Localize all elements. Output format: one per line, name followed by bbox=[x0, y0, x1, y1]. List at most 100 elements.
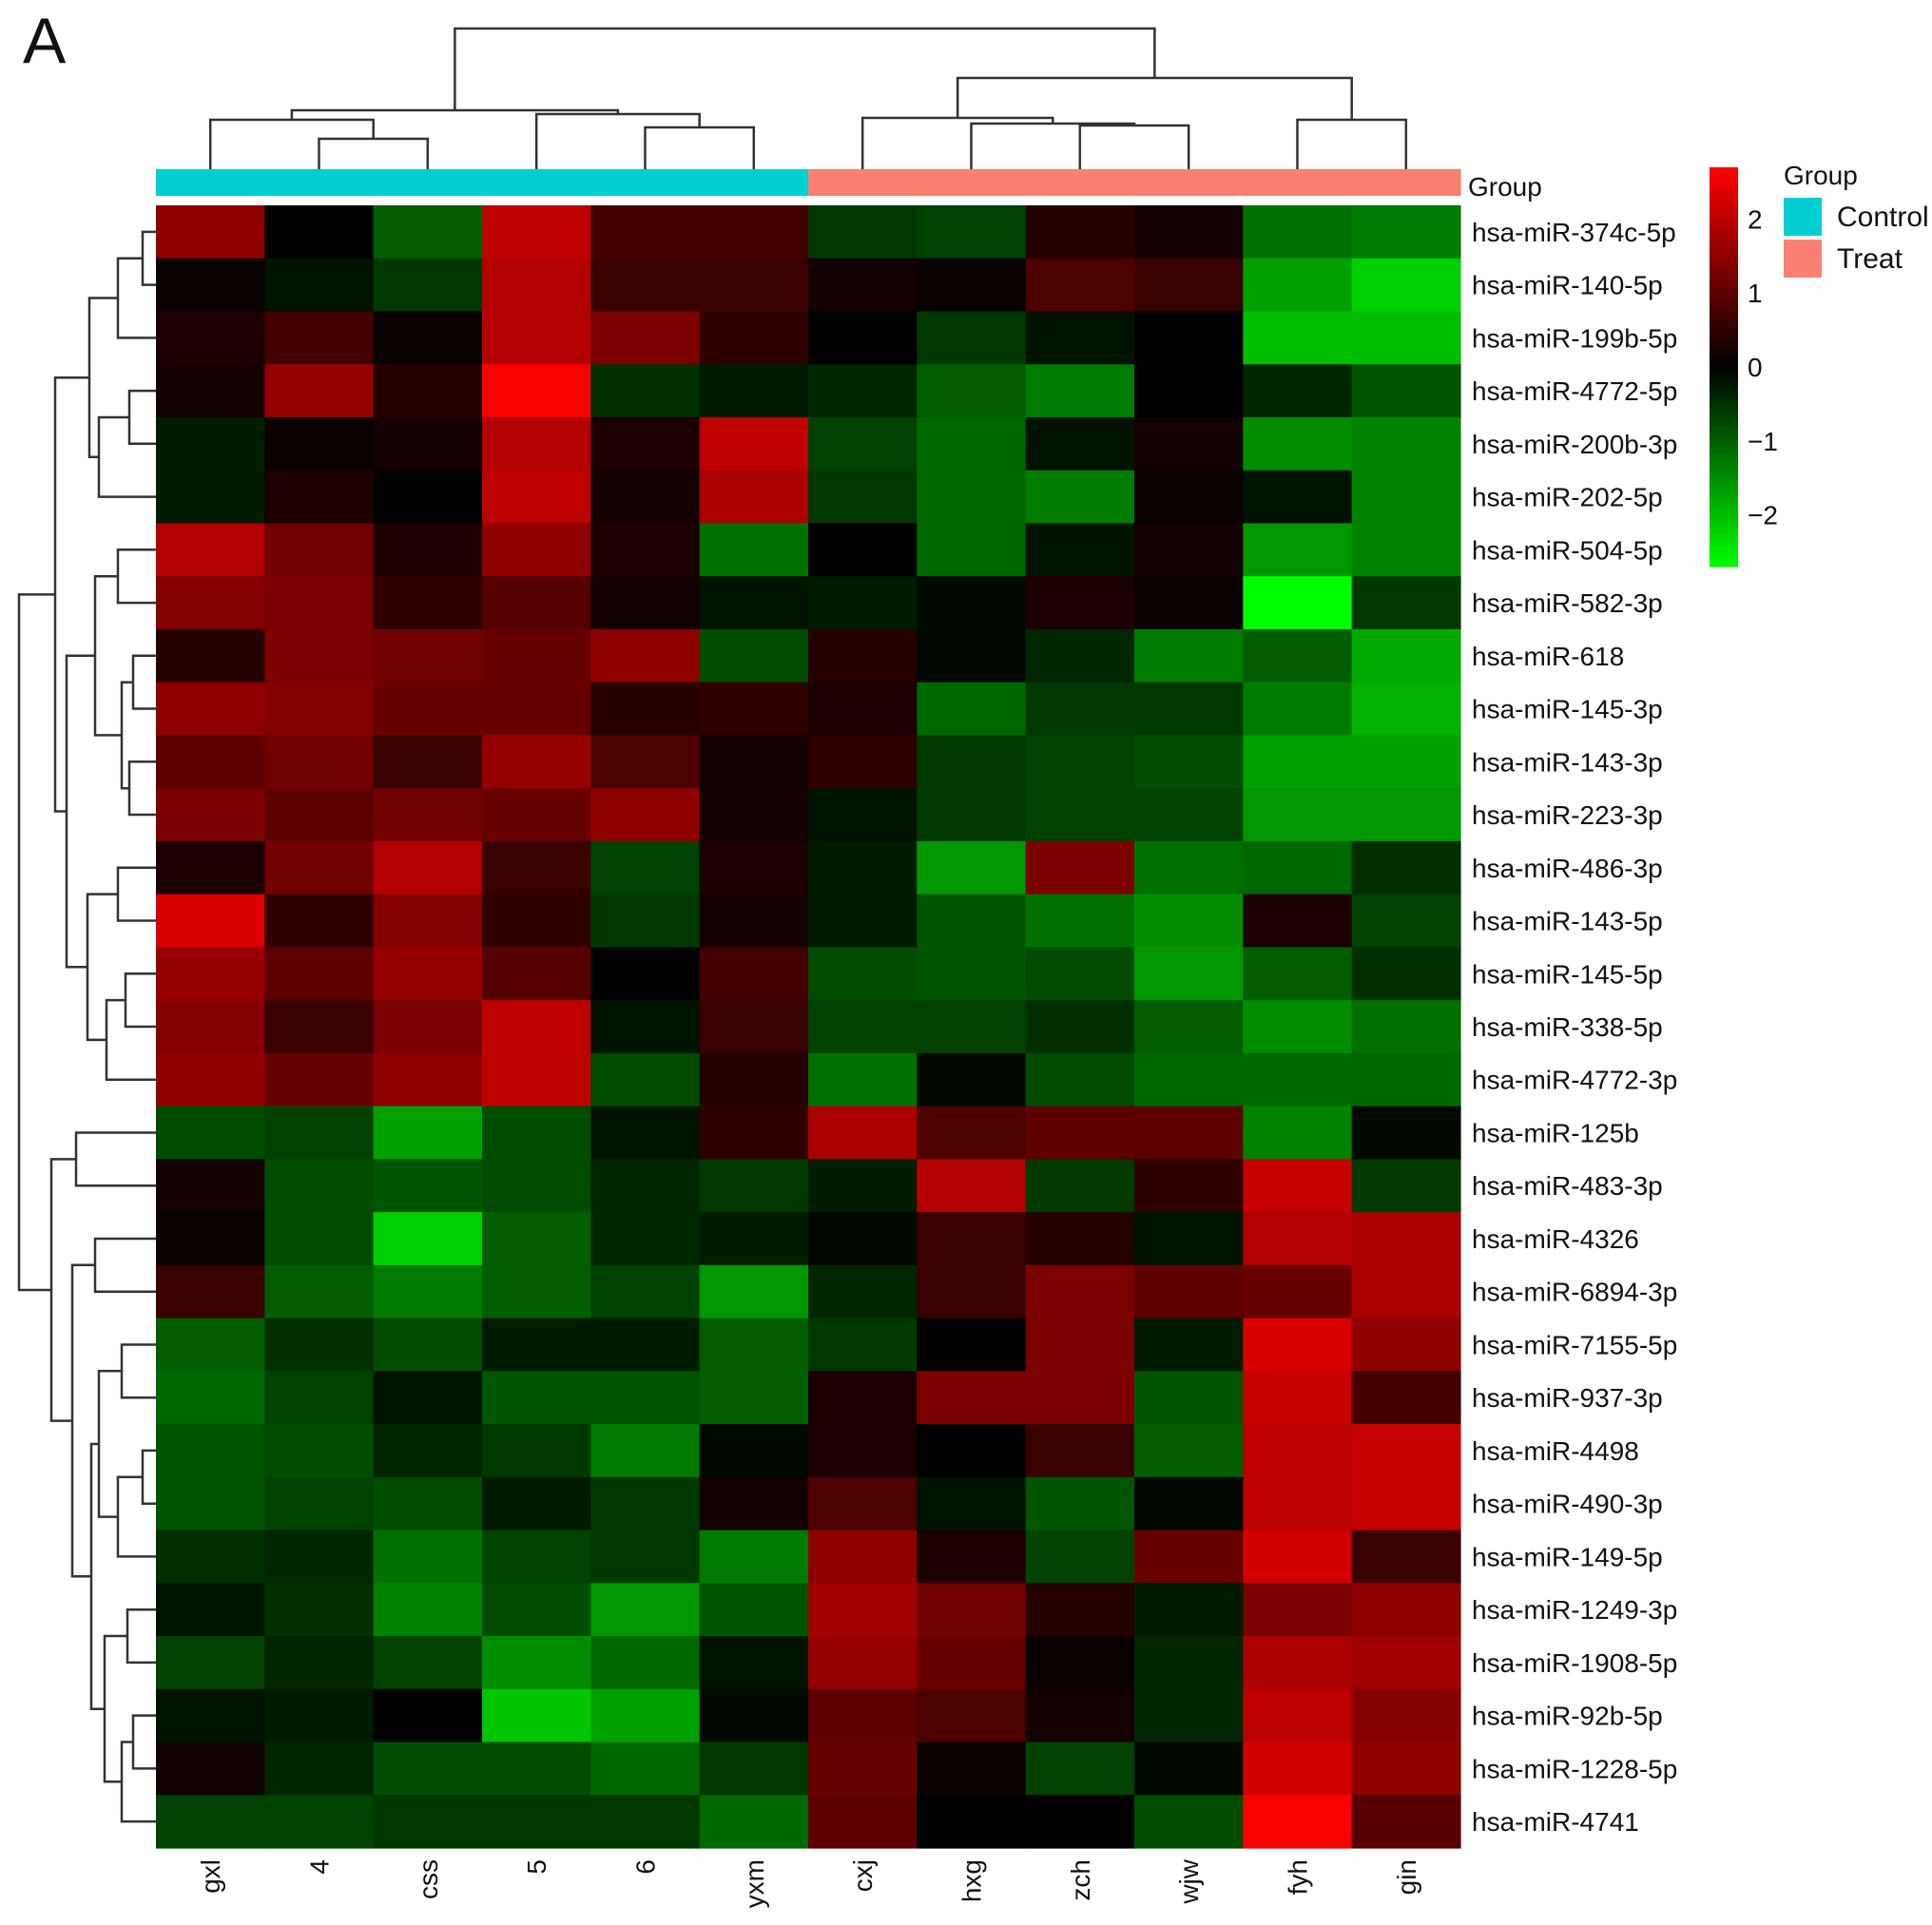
heatmap-cell bbox=[1025, 682, 1135, 737]
heatmap-cell bbox=[808, 840, 918, 895]
heatmap-cell bbox=[917, 1424, 1027, 1478]
heatmap-cell bbox=[156, 840, 265, 895]
heatmap-cell bbox=[917, 1688, 1027, 1743]
colorbar-segment bbox=[1710, 367, 1738, 375]
heatmap-cell bbox=[917, 947, 1027, 1001]
heatmap-cell bbox=[917, 416, 1027, 472]
heatmap-cell bbox=[373, 364, 483, 418]
colorbar-tick-label: 2 bbox=[1748, 204, 1763, 234]
heatmap-cell bbox=[917, 1476, 1027, 1531]
dendrogram-branch bbox=[970, 122, 1136, 169]
colorbar-segment bbox=[1710, 300, 1738, 308]
heatmap-cell bbox=[1134, 576, 1244, 630]
colorbar-segment bbox=[1710, 400, 1738, 408]
heatmap-cell bbox=[373, 1583, 483, 1637]
dendrogram-branch bbox=[1296, 118, 1408, 169]
heatmap-cell bbox=[264, 1052, 375, 1107]
heatmap-cell bbox=[264, 1476, 375, 1531]
heatmap-cell bbox=[156, 947, 265, 1001]
heatmap-cell bbox=[699, 205, 809, 260]
dendrogram-branch bbox=[93, 1237, 156, 1293]
heatmap-cell bbox=[590, 1318, 701, 1372]
colorbar-segment bbox=[1710, 327, 1738, 335]
group-bar-segment bbox=[699, 169, 809, 196]
group-bar-segment bbox=[808, 169, 918, 196]
heatmap-cell bbox=[1243, 311, 1353, 365]
heatmap-cell bbox=[1351, 1000, 1461, 1054]
heatmap-cell bbox=[1243, 1264, 1353, 1319]
heatmap-cell bbox=[699, 364, 809, 418]
heatmap-cell bbox=[264, 947, 375, 1001]
heatmap-cell bbox=[373, 523, 483, 577]
heatmap-cell bbox=[264, 1371, 375, 1425]
heatmap-cell bbox=[373, 1000, 483, 1054]
heatmap-cell bbox=[264, 840, 375, 895]
heatmap-cell bbox=[1351, 205, 1461, 260]
heatmap-cell bbox=[808, 1424, 918, 1478]
heatmap-cell bbox=[808, 364, 918, 418]
heatmap-cell bbox=[1243, 1318, 1353, 1372]
column-label: yxm bbox=[740, 1859, 769, 1908]
dendrogram-branch bbox=[17, 593, 55, 1292]
column-label: zch bbox=[1066, 1859, 1095, 1901]
heatmap-cell bbox=[917, 1052, 1027, 1107]
heatmap-cell bbox=[373, 1106, 483, 1160]
colorbar-segment bbox=[1710, 487, 1738, 494]
colorbar-segment bbox=[1710, 473, 1738, 481]
heatmap-cell bbox=[808, 1106, 918, 1160]
heatmap-cell bbox=[1025, 788, 1135, 842]
heatmap-cell bbox=[482, 1636, 591, 1690]
heatmap-cell bbox=[482, 1159, 591, 1213]
row-label: hsa-miR-374c-5p bbox=[1472, 218, 1676, 247]
row-label: hsa-miR-143-3p bbox=[1472, 747, 1663, 777]
dendrogram-branch bbox=[454, 27, 1156, 110]
heatmap-cell bbox=[917, 735, 1027, 789]
dendrogram-branch bbox=[116, 1475, 156, 1558]
heatmap-cell bbox=[373, 788, 483, 842]
colorbar-segment bbox=[1710, 387, 1738, 395]
heatmap-cell bbox=[917, 788, 1027, 842]
colorbar-segment bbox=[1710, 500, 1738, 508]
heatmap-cell bbox=[699, 1530, 809, 1584]
heatmap-cell bbox=[156, 1742, 265, 1796]
column-label: cxj bbox=[848, 1859, 878, 1892]
heatmap-cell bbox=[590, 1212, 701, 1266]
heatmap-cell bbox=[808, 205, 918, 260]
heatmap-cell bbox=[1025, 735, 1135, 789]
heatmap-cell bbox=[482, 416, 591, 472]
heatmap-cell bbox=[590, 1106, 701, 1160]
heatmap-cell bbox=[590, 1742, 701, 1796]
colorbar-segment bbox=[1710, 560, 1738, 568]
heatmap-cell bbox=[482, 523, 591, 577]
heatmap-cell bbox=[917, 470, 1027, 525]
heatmap-cell bbox=[917, 364, 1027, 418]
heatmap-cell bbox=[590, 840, 701, 895]
column-label: fyh bbox=[1284, 1859, 1313, 1895]
colorbar-segment bbox=[1710, 493, 1738, 501]
heatmap-cell bbox=[1351, 311, 1461, 365]
heatmap-cell bbox=[1134, 311, 1244, 365]
heatmap-cell bbox=[1025, 416, 1135, 472]
heatmap-cell bbox=[1351, 1688, 1461, 1743]
heatmap-cell bbox=[1025, 364, 1135, 418]
heatmap-cell bbox=[1351, 1795, 1461, 1849]
heatmap-cell bbox=[1025, 1583, 1135, 1637]
heatmap-cell bbox=[156, 1000, 265, 1054]
dendrogram-branch bbox=[534, 112, 701, 169]
column-label: 4 bbox=[305, 1859, 335, 1875]
group-legend: Group Control Treat bbox=[1784, 161, 1929, 278]
heatmap-cell bbox=[482, 1371, 591, 1425]
heatmap-cell bbox=[264, 1159, 375, 1213]
heatmap-cell bbox=[156, 1636, 265, 1690]
dendrogram-branch bbox=[131, 1714, 156, 1770]
heatmap-cell bbox=[917, 1318, 1027, 1372]
colorbar-segment bbox=[1710, 547, 1738, 554]
heatmap-cell bbox=[1134, 1318, 1244, 1372]
heatmap-cell bbox=[590, 1424, 701, 1478]
heatmap-cell bbox=[264, 258, 375, 313]
heatmap-cell bbox=[156, 1476, 265, 1531]
colorbar-segment bbox=[1710, 407, 1738, 414]
heatmap-cell bbox=[482, 840, 591, 895]
colorbar-segment bbox=[1710, 453, 1738, 461]
heatmap-cell bbox=[590, 947, 701, 1001]
